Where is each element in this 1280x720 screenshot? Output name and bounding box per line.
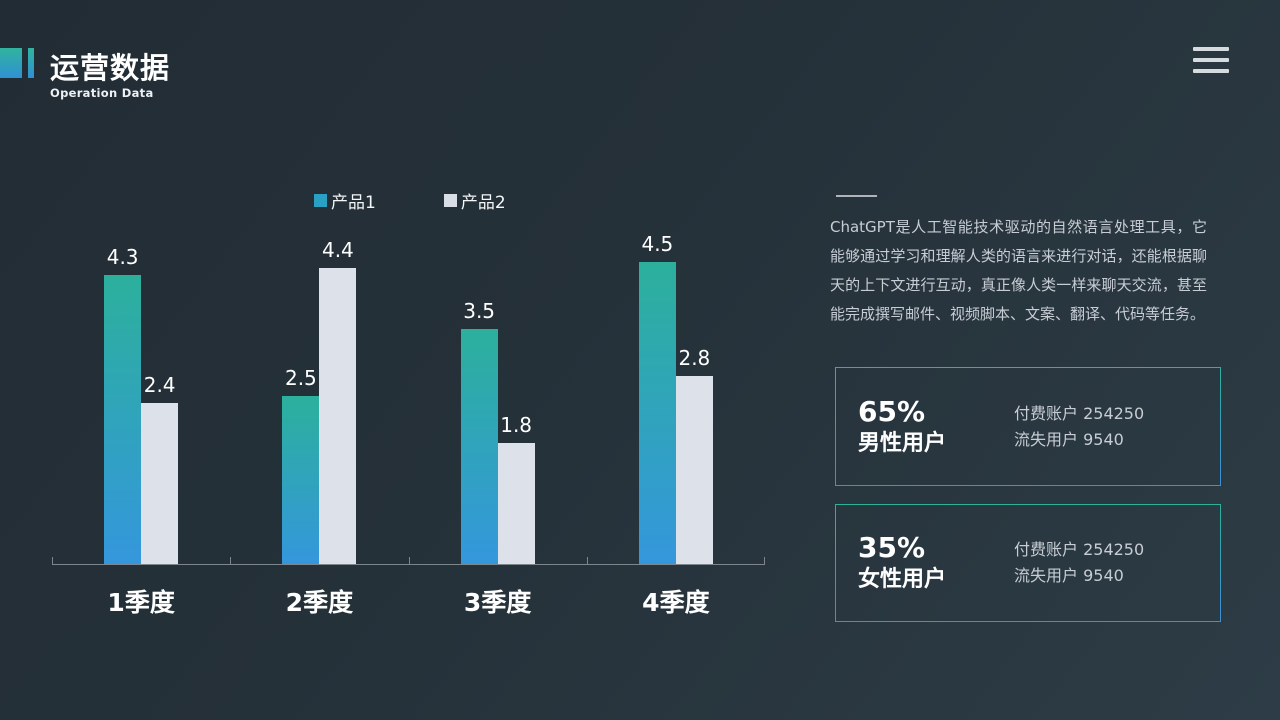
bar-series0-cat1: 2.5: [282, 366, 320, 564]
chart-legend: 产品1 产品2: [314, 188, 506, 213]
axis-tick: [586, 557, 588, 564]
stat-paid-accounts-male: 付费账户 254250: [1014, 403, 1145, 423]
bar-value-label: 4.4: [321, 238, 354, 263]
stat-details-male: 付费账户 254250 流失用户 9540: [1014, 401, 1144, 453]
stat-label-female: 女性用户: [858, 567, 947, 592]
stat-card-male: 65% 男性用户 付费账户 254250 流失用户 9540: [835, 367, 1221, 486]
axis-tick: [230, 557, 232, 564]
stat-left-female: 35% 女性用户: [858, 532, 1014, 594]
stat-label-male: 男性用户: [858, 430, 947, 456]
description-text: ChatGPT是人工智能技术驱动的自然语言处理工具，它能够通过学习和理解人类的语…: [830, 218, 1207, 323]
stat-churned-users-female: 流失用户 9540: [1014, 566, 1124, 585]
bar-value-label: 4.3: [106, 245, 139, 270]
stat-card-female: 35% 女性用户 付费账户 254250 流失用户 9540: [835, 504, 1221, 622]
hamburger-menu-icon[interactable]: [1193, 47, 1229, 73]
bar-value-label: 2.5: [284, 366, 317, 390]
legend-item-product1: 产品1: [314, 188, 376, 213]
bar-value-label: 2.4: [143, 372, 176, 397]
x-axis-label-q3: 3季度: [463, 588, 532, 617]
x-axis-labels: 1季度 2季度 3季度 4季度: [52, 583, 765, 619]
legend-swatch-product1: [314, 194, 327, 207]
bar-value-label: 1.8: [500, 413, 533, 438]
bar-chart: 产品1 产品2 4.3 2.4 2.5 4.4 3.5 1.8 4.5 2.8 1季度 2季度…: [52, 185, 765, 617]
stat-churned-users-male: 流失用户 9540: [1014, 429, 1124, 449]
x-axis-line: [52, 564, 765, 565]
legend-item-product2: 产品2: [443, 188, 506, 213]
decorative-dash: [836, 195, 877, 197]
page-subtitle: Operation Data: [50, 86, 154, 100]
bar-series0-cat0: 4.3: [104, 245, 142, 564]
bar-value-label: 3.5: [463, 298, 496, 323]
stat-details-female: 付费账户 254250 流失用户 9540: [1014, 537, 1144, 589]
bar-value-label: 2.8: [678, 345, 711, 370]
bar-series1-cat1: 4.4: [319, 238, 357, 564]
hamburger-line: [1193, 58, 1229, 62]
bar-series0-cat2: 3.5: [460, 299, 498, 564]
bar-series1-cat2: 1.8: [497, 413, 535, 564]
legend-label-product1: 产品1: [331, 193, 376, 213]
legend-swatch-product2: [443, 194, 457, 207]
legend-label-product2: 产品2: [460, 193, 506, 213]
x-axis-label-q4: 4季度: [642, 588, 710, 617]
title-accent-bar: [0, 48, 22, 78]
axis-tick: [408, 557, 410, 564]
axis-tick: [764, 557, 765, 564]
stat-paid-accounts-female: 付费账户 254250: [1014, 540, 1145, 559]
title-accent-bar-thin: [28, 48, 34, 78]
stat-percent-male: 65%: [858, 394, 926, 428]
bar-series0-cat3: 4.5: [638, 232, 676, 564]
axis-tick: [52, 557, 53, 564]
hamburger-line: [1193, 47, 1229, 51]
stat-left-male: 65% 男性用户: [858, 394, 1014, 458]
x-axis-label-q2: 2季度: [285, 588, 354, 617]
plot-area: 4.3 2.4 2.5 4.4 3.5 1.8 4.5 2.8: [52, 230, 765, 565]
page-title: 运营数据: [50, 51, 171, 85]
hamburger-line: [1193, 69, 1229, 73]
bar-value-label: 4.5: [641, 231, 674, 256]
bar-series1-cat0: 2.4: [141, 373, 179, 564]
x-axis-label-q1: 1季度: [107, 588, 175, 617]
bar-series1-cat3: 2.8: [675, 346, 713, 564]
stat-percent-female: 35%: [858, 531, 926, 564]
